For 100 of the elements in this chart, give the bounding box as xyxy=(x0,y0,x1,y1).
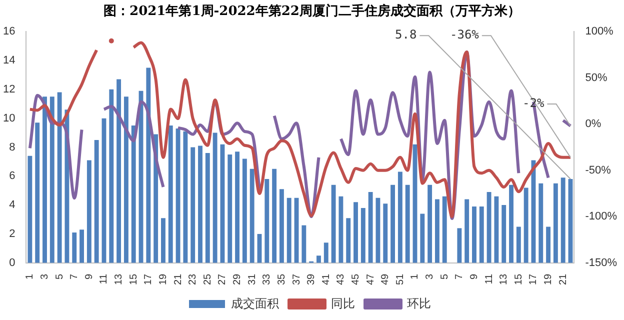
bar xyxy=(124,96,128,263)
x-tick-label: 9 xyxy=(468,273,480,280)
bar xyxy=(272,168,277,263)
bar xyxy=(346,218,351,263)
x-tick-label: 21 xyxy=(558,273,569,285)
x-tick-label: 3 xyxy=(424,273,436,280)
bar xyxy=(264,179,270,263)
bar xyxy=(161,218,166,263)
bar xyxy=(560,178,566,263)
data-label: -36% xyxy=(450,28,480,42)
x-tick-label: 17 xyxy=(528,273,540,285)
y-tick-label: 8 xyxy=(9,141,16,154)
y-tick-label: 2 xyxy=(9,228,16,240)
y-tick-label: 10 xyxy=(2,112,16,124)
x-tick-label: 17 xyxy=(143,273,154,285)
bar xyxy=(398,172,402,263)
y2-tick-label: -50% xyxy=(585,164,612,176)
bar xyxy=(35,122,40,263)
y-tick-label: 14 xyxy=(2,54,16,67)
x-tick-label: 11 xyxy=(484,273,495,284)
x-tick-label: 25 xyxy=(202,273,214,285)
y-tick-label: 4 xyxy=(9,199,16,212)
bar xyxy=(368,192,373,263)
x-tick-label: 45 xyxy=(350,273,362,285)
legend-label: 环比 xyxy=(407,296,431,310)
bar xyxy=(509,184,514,263)
x-tick-label: 13 xyxy=(498,273,510,285)
bar xyxy=(494,196,499,263)
bar xyxy=(286,198,292,263)
x-tick-label: 23 xyxy=(188,273,199,285)
bar xyxy=(428,184,432,263)
bar xyxy=(228,154,232,263)
bar xyxy=(486,192,492,263)
y-tick-label: 16 xyxy=(2,26,16,38)
x-tick-label: 29 xyxy=(232,273,244,285)
x-tick-label: 1 xyxy=(24,273,36,280)
bar xyxy=(360,208,366,263)
y-tick-label: 6 xyxy=(9,170,16,182)
x-tick-label: 43 xyxy=(336,273,347,285)
chart-title: 图：2021年第1周-2022年第22周厦门二手住房成交面积（万平方米） xyxy=(102,2,522,21)
bar xyxy=(434,199,440,263)
bar xyxy=(464,199,470,263)
bar xyxy=(472,206,476,263)
bar xyxy=(316,256,321,263)
x-tick-label: 7 xyxy=(454,273,466,280)
bar xyxy=(354,202,358,263)
bar xyxy=(80,230,84,263)
bar xyxy=(516,226,521,263)
y-tick-label: 0 xyxy=(9,256,16,269)
bar xyxy=(250,168,254,263)
bar xyxy=(116,79,122,263)
bar xyxy=(553,183,558,263)
y2-tick-label: 0% xyxy=(585,118,602,130)
bar xyxy=(390,184,396,263)
x-tick-label: 19 xyxy=(158,273,169,285)
bar xyxy=(568,179,573,263)
x-tick-label: 41 xyxy=(320,273,332,285)
x-tick-label: 5 xyxy=(439,273,450,280)
data-label: -2% xyxy=(522,96,545,110)
bar xyxy=(457,228,462,263)
data-label: 5.8 xyxy=(395,28,417,42)
x-tick-label: 9 xyxy=(84,273,95,280)
bar xyxy=(538,183,544,263)
bar xyxy=(94,140,99,263)
x-tick-label: 5 xyxy=(54,273,66,280)
x-tick-label: 19 xyxy=(543,273,554,285)
bar xyxy=(546,226,551,263)
bar xyxy=(405,184,410,263)
bar xyxy=(420,214,425,263)
bar xyxy=(235,152,240,263)
bar xyxy=(176,128,180,263)
bar xyxy=(205,153,210,263)
bar xyxy=(502,205,506,263)
x-tick-label: 7 xyxy=(69,273,80,280)
x-tick-label: 51 xyxy=(394,273,406,285)
bar xyxy=(183,131,188,263)
x-tick-label: 33 xyxy=(262,273,273,285)
bar xyxy=(102,118,106,263)
x-tick-label: 15 xyxy=(128,273,140,285)
bar xyxy=(50,96,54,263)
bar xyxy=(72,232,77,263)
bar xyxy=(86,160,92,263)
bar xyxy=(198,146,202,263)
bar xyxy=(242,158,247,263)
bar xyxy=(383,204,388,263)
bar xyxy=(524,188,528,263)
bar xyxy=(212,132,218,263)
bar xyxy=(42,96,47,263)
y2-tick-label: -150% xyxy=(585,256,618,269)
bar xyxy=(109,89,114,263)
x-tick-label: 37 xyxy=(291,273,302,285)
x-tick-label: 11 xyxy=(98,273,110,284)
x-tick-label: 47 xyxy=(365,273,376,285)
x-tick-label: 21 xyxy=(172,273,184,285)
x-tick-label: 3 xyxy=(40,273,50,280)
y2-tick-label: -100% xyxy=(585,210,618,223)
x-tick-label: 39 xyxy=(306,273,318,285)
bar xyxy=(131,126,136,263)
bar xyxy=(57,92,62,263)
legend-label: 成交面积 xyxy=(231,296,279,310)
